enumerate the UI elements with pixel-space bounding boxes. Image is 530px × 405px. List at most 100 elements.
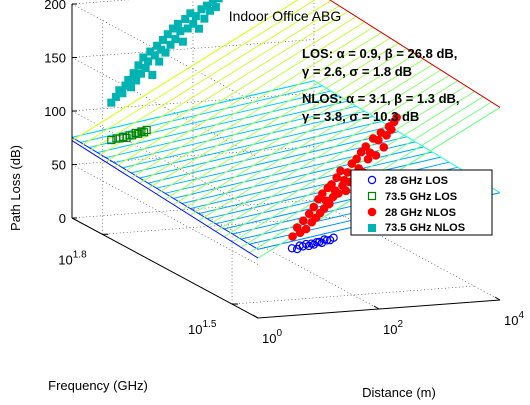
legend-label: 73.5 GHz LOS bbox=[385, 191, 457, 203]
surface-line bbox=[88, 0, 332, 152]
data-point bbox=[301, 224, 311, 234]
data-point bbox=[189, 19, 198, 28]
data-point bbox=[127, 83, 136, 92]
series-0 bbox=[287, 233, 338, 254]
nlos-annotation-line2: γ = 3.8, σ = 10.3 dB bbox=[302, 109, 419, 124]
data-point bbox=[137, 127, 146, 136]
data-point bbox=[178, 37, 187, 46]
data-point bbox=[173, 19, 182, 28]
data-point bbox=[317, 189, 327, 198]
data-point bbox=[139, 128, 149, 137]
x-tick-label: 102 bbox=[383, 319, 403, 337]
data-point bbox=[181, 15, 190, 24]
x-tick-label: 104 bbox=[504, 310, 524, 328]
los-annotation: LOS: α = 0.9, β = 26.8 dB, γ = 2.6, σ = … bbox=[302, 46, 457, 79]
y-tick-label: 101.8 bbox=[58, 249, 87, 267]
surface-line bbox=[190, 151, 433, 209]
data-point bbox=[134, 61, 143, 70]
surface-line bbox=[156, 131, 399, 189]
surface-edge bbox=[71, 140, 259, 259]
data-point bbox=[148, 70, 157, 79]
x-axis-label: Distance (m) bbox=[362, 385, 436, 400]
data-point bbox=[374, 135, 383, 145]
data-point bbox=[171, 35, 180, 44]
grid-line bbox=[71, 57, 259, 158]
surface-edge bbox=[329, 0, 501, 108]
data-point bbox=[107, 135, 116, 145]
surface-line bbox=[80, 0, 316, 147]
legend-marker-square-open bbox=[367, 191, 377, 201]
legend-label: 73.5 GHz NLOS bbox=[385, 222, 465, 234]
z-tick-labels: 0 50 100 150 200 bbox=[44, 0, 66, 226]
legend-label: 28 GHz NLOS bbox=[385, 207, 456, 219]
z-tick-label: 50 bbox=[52, 158, 66, 173]
surface-line bbox=[122, 21, 365, 174]
legend-item-28ghz-nlos: 28 GHz NLOS bbox=[367, 207, 456, 219]
grid-line bbox=[71, 110, 259, 212]
chart-title: Indoor Office ABG bbox=[229, 8, 342, 24]
data-point bbox=[142, 125, 151, 135]
surface-line bbox=[181, 58, 425, 211]
data-point bbox=[341, 186, 351, 196]
surface-line bbox=[198, 156, 441, 215]
data-point bbox=[309, 202, 319, 212]
data-point bbox=[194, 24, 203, 33]
legend-item-73ghz-los: 73.5 GHz LOS bbox=[367, 191, 457, 203]
data-point bbox=[163, 30, 172, 39]
surface-line bbox=[156, 42, 399, 195]
nlos-annotation-line1: α = 3.1, β = 1.3 dB, bbox=[342, 91, 459, 106]
surface-line bbox=[207, 74, 450, 227]
surface-edge bbox=[71, 136, 259, 250]
data-point bbox=[382, 131, 391, 140]
x-tick-label: 100 bbox=[262, 328, 282, 346]
los-annotation-line2: γ = 2.6, σ = 1.8 dB bbox=[302, 64, 412, 79]
data-point bbox=[288, 232, 297, 241]
data-point bbox=[132, 76, 141, 85]
data-point bbox=[166, 40, 175, 49]
data-point bbox=[352, 154, 361, 164]
surface-line bbox=[223, 85, 467, 238]
grid-line bbox=[313, 199, 501, 301]
data-point bbox=[329, 233, 338, 242]
svg-text:NLOS: α = 3.1, β = 1.3 dB,: NLOS: α = 3.1, β = 1.3 dB, bbox=[302, 91, 460, 106]
tick-mark bbox=[252, 314, 259, 319]
data-point bbox=[183, 24, 192, 33]
tick-mark bbox=[494, 296, 501, 301]
y-tick-labels: 101.5 101.8 bbox=[58, 249, 217, 337]
data-point bbox=[158, 35, 167, 44]
nlos-annotation: NLOS: α = 3.1, β = 1.3 dB, γ = 3.8, σ = … bbox=[302, 91, 460, 124]
data-point bbox=[304, 241, 314, 251]
data-point bbox=[392, 113, 401, 122]
legend-marker-circle-open bbox=[367, 175, 377, 185]
data-point bbox=[334, 189, 343, 198]
data-point bbox=[371, 151, 381, 160]
nlos-annotation-prefix: NLOS: bbox=[302, 91, 342, 106]
data-point bbox=[191, 12, 200, 21]
surface-edge bbox=[71, 80, 315, 138]
data-point bbox=[325, 199, 334, 209]
legend-marker-square-filled bbox=[368, 224, 376, 232]
data-point bbox=[361, 142, 371, 151]
data-point bbox=[161, 48, 170, 57]
data-point bbox=[332, 173, 342, 182]
z-tick-label: 100 bbox=[44, 104, 66, 119]
data-point bbox=[155, 57, 164, 66]
data-point bbox=[356, 147, 366, 157]
surface-line bbox=[139, 32, 382, 184]
surface-line bbox=[114, 16, 357, 168]
data-point bbox=[111, 92, 120, 101]
grid-line bbox=[71, 164, 259, 265]
z-tick-label: 200 bbox=[44, 0, 66, 12]
data-point bbox=[124, 75, 133, 84]
los-annotation-prefix: LOS: bbox=[302, 46, 333, 61]
legend-item-28ghz-los: 28 GHz LOS bbox=[367, 175, 448, 187]
z-tick-label: 150 bbox=[44, 51, 66, 66]
data-point bbox=[129, 69, 138, 78]
surface-line bbox=[173, 53, 416, 206]
data-point bbox=[387, 125, 396, 134]
surface-line bbox=[190, 64, 433, 216]
legend-marker-circle-filled bbox=[367, 207, 377, 217]
z-axis-label: Path Loss (dB) bbox=[8, 145, 23, 231]
y-tick-label: 101.5 bbox=[188, 319, 217, 337]
surface-line bbox=[198, 69, 442, 222]
